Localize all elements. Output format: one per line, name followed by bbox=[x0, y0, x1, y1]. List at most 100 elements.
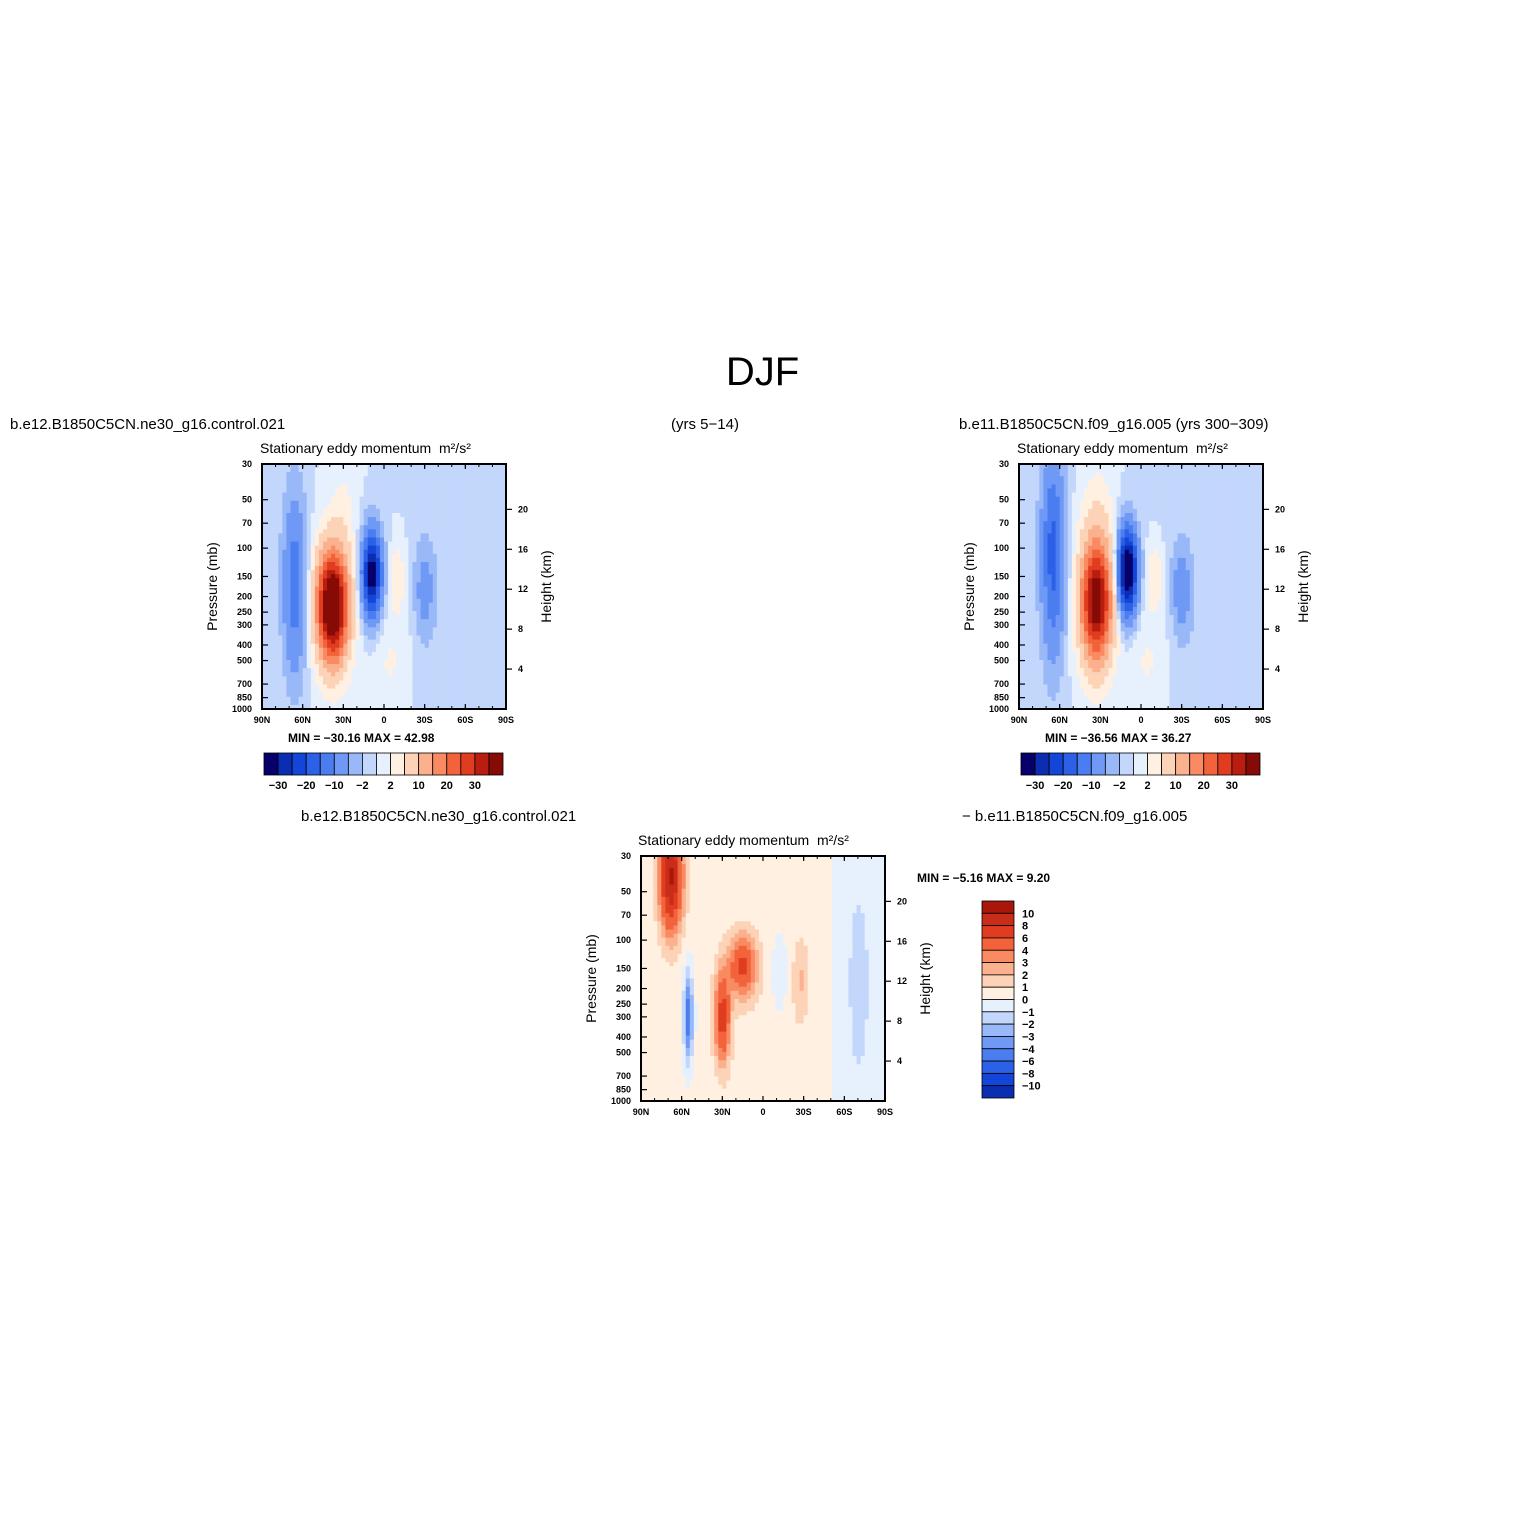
field-cell bbox=[318, 704, 324, 710]
field-cell bbox=[359, 484, 365, 490]
field-cell bbox=[1023, 492, 1028, 498]
field-cell bbox=[1031, 476, 1036, 481]
field-cell bbox=[388, 627, 393, 633]
field-cell bbox=[298, 468, 304, 473]
field-cell bbox=[1136, 525, 1142, 530]
field-cell bbox=[493, 480, 499, 486]
field-cell bbox=[323, 700, 328, 706]
field-cell bbox=[318, 602, 324, 608]
field-cell bbox=[485, 484, 491, 490]
field-cell bbox=[323, 672, 328, 677]
field-cell bbox=[335, 668, 340, 673]
field-cell bbox=[396, 480, 401, 486]
field-cell bbox=[298, 541, 304, 547]
field-cell bbox=[465, 566, 470, 571]
field-cell bbox=[388, 664, 393, 669]
field-cell bbox=[351, 668, 357, 673]
field-cell bbox=[327, 623, 332, 628]
field-cell bbox=[408, 635, 414, 641]
field-cell bbox=[412, 472, 418, 477]
field-cell bbox=[1218, 464, 1223, 469]
field-cell bbox=[396, 594, 401, 600]
field-cell bbox=[396, 647, 401, 653]
field-cell bbox=[302, 468, 308, 473]
field-cell bbox=[1234, 492, 1240, 498]
field-cell bbox=[396, 545, 401, 551]
field-cell bbox=[371, 570, 377, 575]
field-cell bbox=[278, 541, 283, 547]
field-cell bbox=[375, 476, 381, 481]
field-cell bbox=[323, 484, 328, 490]
field-cell bbox=[404, 631, 409, 637]
field-cell bbox=[371, 627, 377, 633]
field-cell bbox=[1124, 500, 1130, 506]
field-cell bbox=[461, 651, 466, 657]
field-cell bbox=[1185, 500, 1191, 506]
field-cell bbox=[469, 492, 475, 498]
field-cell bbox=[428, 627, 434, 633]
field-cell bbox=[1055, 468, 1061, 473]
field-cell bbox=[1080, 500, 1085, 506]
field-cell bbox=[1055, 492, 1061, 498]
field-cell bbox=[379, 615, 385, 620]
field-cell bbox=[493, 557, 499, 563]
field-cell bbox=[469, 508, 475, 514]
field-cell bbox=[327, 476, 332, 481]
field-cell bbox=[485, 480, 491, 486]
field-cell bbox=[367, 692, 373, 698]
field-cell bbox=[404, 643, 409, 649]
field-cell bbox=[310, 655, 316, 661]
field-cell bbox=[266, 504, 271, 510]
field-cell bbox=[493, 704, 499, 710]
field-cell bbox=[262, 525, 267, 530]
field-cell bbox=[477, 521, 483, 526]
field-cell bbox=[351, 533, 357, 539]
field-cell bbox=[347, 578, 353, 584]
field-cell bbox=[1080, 513, 1085, 518]
field-cell bbox=[1027, 521, 1032, 526]
field-cell bbox=[347, 529, 353, 535]
field-cell bbox=[359, 704, 365, 710]
field-cell bbox=[1071, 525, 1077, 530]
field-cell bbox=[453, 578, 458, 584]
field-cell bbox=[424, 590, 430, 596]
field-cell bbox=[331, 615, 336, 620]
field-cell bbox=[453, 660, 458, 665]
field-cell bbox=[392, 623, 397, 628]
field-cell bbox=[465, 476, 470, 481]
field-cell bbox=[477, 647, 483, 653]
field-cell bbox=[1254, 492, 1260, 498]
field-cell bbox=[278, 484, 283, 490]
field-cell bbox=[1055, 472, 1061, 477]
field-cell bbox=[318, 660, 324, 665]
field-cell bbox=[445, 464, 450, 469]
field-cell bbox=[1088, 468, 1093, 473]
field-cell bbox=[1027, 496, 1032, 502]
field-cell bbox=[262, 590, 267, 596]
field-cell bbox=[453, 696, 458, 702]
field-cell bbox=[310, 590, 316, 596]
field-cell bbox=[453, 594, 458, 600]
field-cell bbox=[453, 480, 458, 486]
field-cell bbox=[314, 590, 320, 596]
field-cell bbox=[469, 553, 475, 559]
field-cell bbox=[461, 700, 466, 706]
field-cell bbox=[457, 504, 462, 510]
field-cell bbox=[388, 464, 393, 469]
field-cell bbox=[432, 517, 438, 522]
field-cell bbox=[412, 549, 418, 555]
field-cell bbox=[1238, 541, 1244, 547]
field-cell bbox=[1193, 464, 1199, 469]
field-cell bbox=[375, 504, 381, 510]
field-cell bbox=[1031, 529, 1036, 535]
field-cell bbox=[1071, 537, 1077, 543]
field-cell bbox=[392, 553, 397, 559]
field-cell bbox=[270, 517, 275, 522]
field-cell bbox=[453, 574, 458, 579]
field-cell bbox=[1254, 508, 1260, 514]
field-cell bbox=[388, 484, 393, 490]
field-cell bbox=[1165, 480, 1171, 486]
field-cell bbox=[1120, 492, 1126, 498]
field-cell bbox=[1047, 537, 1053, 543]
field-cell bbox=[461, 615, 466, 620]
